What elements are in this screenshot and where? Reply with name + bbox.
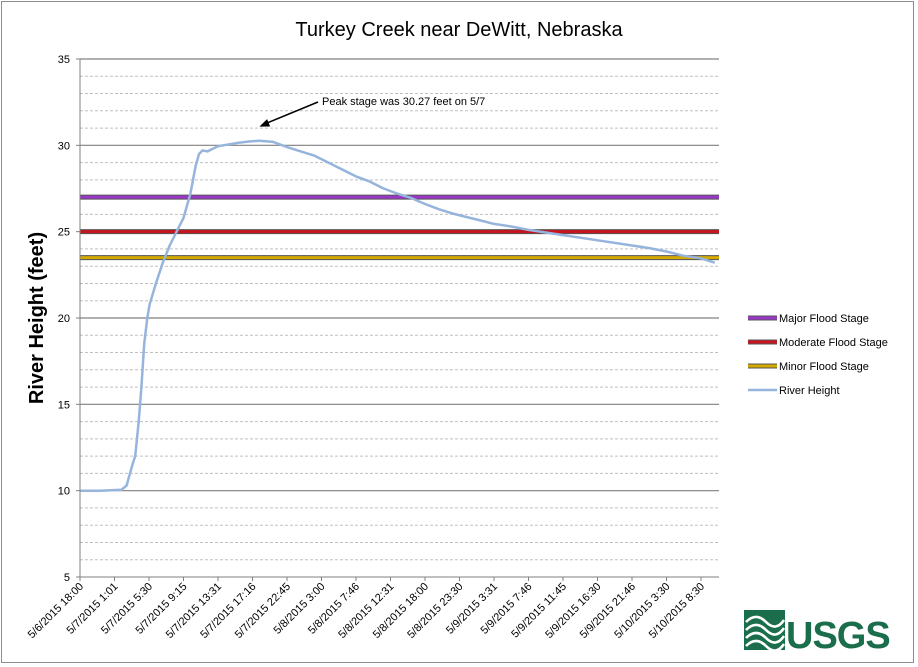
minor-gridlines <box>80 75 719 561</box>
annotation-arrow-line <box>265 101 319 125</box>
legend-label: River Height <box>779 385 840 397</box>
legend-label: Moderate Flood Stage <box>779 337 888 349</box>
y-tick-labels: 5 10 15 20 25 30 35 <box>58 54 80 584</box>
annotation-arrow-head <box>259 119 271 127</box>
river-height-line <box>80 139 716 492</box>
y-tick-label: 15 <box>58 399 70 411</box>
x-tick-labels: 5/6/2015 18:005/7/2015 1:015/7/2015 5:30… <box>26 577 707 641</box>
chart-title: Turkey Creek near DeWitt, Nebraska <box>295 19 623 41</box>
y-tick-label: 10 <box>58 486 70 498</box>
y-tick-label: 5 <box>64 572 70 584</box>
y-tick-label: 30 <box>58 140 70 152</box>
legend: Major Flood Stage Moderate Flood Stage Min… <box>748 313 888 397</box>
major-gridlines <box>80 58 719 492</box>
annotation-peak-text: Peak stage was 30.27 feet on 5/7 <box>322 96 485 108</box>
usgs-wave-icon <box>745 615 786 652</box>
y-tick-label: 25 <box>58 227 70 239</box>
y-axis-label: River Height (feet) <box>26 232 48 404</box>
annotations: Peak stage was 30.27 feet on 5/7 <box>259 96 485 127</box>
flood-stage-lines <box>80 194 719 261</box>
usgs-logo: USGS <box>744 610 891 657</box>
y-tick-label: 35 <box>58 54 70 66</box>
legend-label: Major Flood Stage <box>779 313 869 325</box>
legend-label: Minor Flood Stage <box>779 361 869 373</box>
usgs-logo-text: USGS <box>786 615 890 657</box>
y-tick-label: 20 <box>58 313 70 325</box>
river-height-series <box>80 139 716 492</box>
